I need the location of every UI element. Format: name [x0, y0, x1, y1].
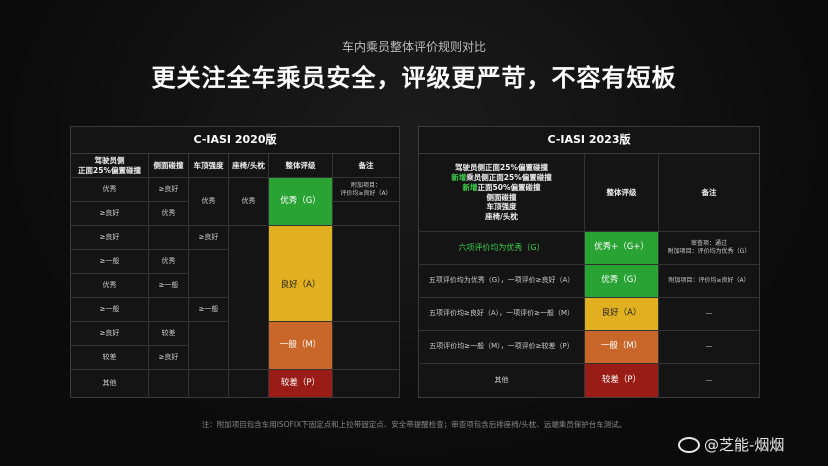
roof-cell: ≥一般: [189, 298, 229, 322]
rating-good-plus: 优秀+（G+）: [585, 232, 659, 265]
criteria-item-new: 新增正面50%偏置碰撞: [463, 183, 541, 193]
note-cell: —: [659, 331, 759, 364]
col-header-roof: 车顶强度: [189, 154, 229, 178]
col-header-note: 备注: [333, 154, 399, 178]
table-cell: ≥一般: [149, 274, 189, 298]
cond-row: 六项评价均为优秀（G）: [419, 232, 585, 265]
criteria-item: 驾驶员侧正面25%偏置碰撞: [455, 163, 548, 173]
rating-acceptable-top: [269, 226, 333, 250]
new-tag: 新增: [462, 182, 478, 192]
table-cell: ≥一般: [71, 250, 149, 274]
criteria-item: 座椅/头枕: [485, 212, 518, 221]
panel-2023-title: C-IASI 2023版: [419, 127, 759, 154]
note-cell: 附加项目： 评价均≥良好（A）: [333, 178, 399, 202]
criteria-item: 侧面碰撞: [486, 192, 517, 202]
table-cell: 其他: [71, 370, 149, 397]
note-cell: [333, 322, 399, 370]
panel-2023-table: 驾驶员侧正面25%偏置碰撞 新增乘员侧正面25%偏置碰撞 新增正面50%偏置碰撞…: [419, 154, 759, 397]
footnote: 注：附加项目包含车用ISOFIX下固定点和上拉带固定点、安全带提醒检查；审查项包…: [201, 420, 627, 429]
table-cell: [149, 370, 189, 397]
table-cell: ≥良好: [149, 346, 189, 370]
rating-good: 优秀（G）: [269, 178, 333, 226]
seat-cell: [229, 370, 269, 397]
table-cell: [149, 298, 189, 322]
table-cell: ≥良好: [71, 322, 149, 346]
col-header-seat: 座椅/头枕: [229, 154, 269, 178]
col-header-note: 备注: [659, 154, 759, 232]
note-cell: —: [705, 375, 713, 384]
panel-2023: C-IASI 2023版 驾驶员侧正面25%偏置碰撞 新增乘员侧正面25%偏置碰…: [418, 126, 760, 398]
criteria-text: 正面50%偏置碰撞: [477, 182, 541, 192]
table-cell: 优秀: [71, 178, 149, 202]
roof-cell: [189, 322, 229, 370]
roof-cell: [189, 250, 229, 298]
watermark-text: @芝能-烟烟: [704, 436, 785, 454]
table-cell: ≥一般: [71, 298, 149, 322]
note-cell: [333, 370, 399, 397]
note-cell: 附加项目：评价均≥良好（A）: [659, 265, 759, 298]
table-cell: 较差: [149, 322, 189, 346]
cond-row: 其他: [419, 364, 585, 397]
slide-subtitle: 车内乘员整体评价规则对比: [341, 40, 486, 54]
rating-marginal: 一般（M）: [269, 322, 333, 370]
table-cell: 优秀: [71, 274, 149, 298]
table-cell: [149, 226, 189, 250]
table-cell: ≥良好: [71, 202, 149, 226]
cond-row: 五项评价均≥一般（M），一项评价≥较差（P）: [419, 331, 585, 364]
watermark: @芝能-烟烟: [678, 434, 784, 455]
panel-2020-table: 驾驶员侧 正面25%偏置碰撞 侧面碰撞 车顶强度 座椅/头枕 整体评级 备注 优…: [71, 154, 399, 397]
panel-2020-title: C-IASI 2020版: [71, 127, 399, 154]
note-cell: [333, 202, 399, 226]
table-cell: 优秀: [149, 250, 189, 274]
col-header-rating: 整体评级: [269, 154, 333, 178]
new-tag: 新增: [451, 173, 467, 182]
table-cell: 优秀: [149, 202, 189, 226]
note-cell: [333, 226, 399, 322]
rating-acceptable: 良好（A）: [585, 298, 659, 331]
criteria-header: 驾驶员侧正面25%偏置碰撞 新增乘员侧正面25%偏置碰撞 新增正面50%偏置碰撞…: [419, 154, 585, 232]
table-cell: 较差: [71, 346, 149, 370]
rating-marginal: 一般（M）: [585, 331, 659, 364]
note-cell: —: [659, 298, 759, 331]
cond-row: 五项评价均≥良好（A），一项评价≥一般（M）: [419, 298, 585, 331]
criteria-text: 乘员侧正面25%偏置碰撞: [466, 173, 552, 182]
rating-poor: 较差（P）: [585, 364, 659, 397]
slide-title: 更关注全车乘员安全，评级更严苛，不容有短板: [151, 64, 677, 92]
rating-good: 优秀（G）: [585, 265, 659, 298]
roof-cell: 优秀: [189, 178, 229, 226]
note-cell: 审查项：通过 附加项目：评价均为优秀（G）: [659, 232, 759, 265]
cond-row: 五项评价均为优秀（G），一项评价≥良好（A）: [419, 265, 585, 298]
table-cell: ≥良好: [71, 226, 149, 250]
rating-acceptable: 良好（A）: [269, 250, 333, 322]
seat-cell: [229, 226, 269, 370]
rating-poor: 较差（P）: [269, 370, 333, 397]
roof-cell: [189, 370, 229, 397]
weibo-logo-icon: [678, 436, 700, 453]
col-header-rating: 整体评级: [585, 154, 659, 232]
col-header-side: 侧面碰撞: [149, 154, 189, 178]
table-cell: ≥良好: [149, 178, 189, 202]
col-header-driver-25: 驾驶员侧 正面25%偏置碰撞: [71, 154, 149, 178]
criteria-item: 车顶强度: [486, 202, 517, 212]
criteria-item-new: 新增乘员侧正面25%偏置碰撞: [451, 173, 551, 183]
seat-cell: 优秀: [229, 178, 269, 226]
panel-2020: C-IASI 2020版 驾驶员侧 正面25%偏置碰撞 侧面碰撞 车顶强度 座椅…: [70, 126, 400, 398]
roof-cell: ≥良好: [189, 226, 229, 250]
